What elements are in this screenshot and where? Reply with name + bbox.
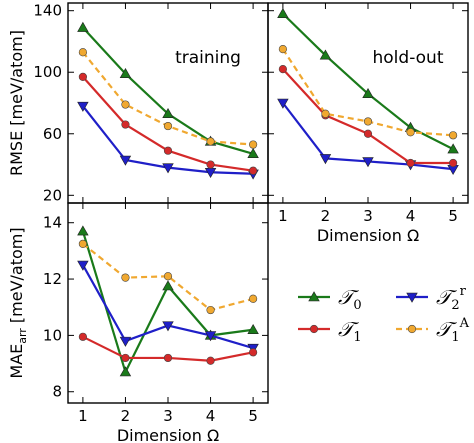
point-T1 [278,65,287,74]
point-T1A [206,305,215,315]
point-T0 [362,87,374,98]
point-T2r [319,154,332,165]
legend-item-T2r: 𝒯2r [396,284,467,313]
point-T1A [206,137,215,146]
y-tick-label: 140 [33,2,62,20]
point-T1A [78,48,87,57]
point-T1A [249,294,258,303]
y-tick-label: 100 [33,63,62,81]
legend-label: 𝒯2r [436,284,467,313]
legend-label: 𝒯1A [436,316,470,345]
point-T2r [162,321,174,332]
x-tick-label: 4 [406,207,416,225]
legend-marker [406,292,418,303]
legend-marker [309,324,319,334]
point-T2r [362,157,374,168]
point-T2r [119,336,132,347]
point-T1 [406,158,415,168]
point-T1 [121,353,130,363]
point-T1A [278,45,287,54]
legend-label: 𝒯0 [338,285,362,313]
x-tick-label: 5 [448,207,458,225]
point-T1 [78,72,87,81]
point-T2r [77,260,89,271]
point-T2r [77,101,89,112]
y-tick-label: 20 [43,186,62,204]
point-T1 [249,348,258,357]
plot-frame [267,2,469,204]
y-axis-label: MAEarr [meV/atom] [7,227,29,378]
legend-marker [407,324,417,334]
point-T2r [119,155,132,166]
x-tick-label: 3 [163,407,173,425]
x-tick-label: 4 [206,407,216,425]
point-T1A [406,128,415,137]
legend-label: 𝒯1 [338,317,362,345]
legend: 𝒯0 𝒯2r 𝒯1 𝒯1A [298,284,470,345]
x-tick-label: 3 [363,207,373,225]
point-T1 [249,166,258,175]
point-T0 [319,49,332,60]
x-tick-label: 1 [78,407,88,425]
point-T0 [77,21,89,32]
point-T0 [447,143,459,154]
point-T1A [249,140,258,149]
x-axis-label: Dimension Ω [117,426,219,443]
plot-frame [67,202,269,404]
point-T1A [363,117,373,126]
x-tick-label: 2 [121,407,131,425]
series-line-T1 [282,68,454,165]
series-line-T0 [81,230,254,375]
point-T0 [119,366,132,377]
y-tick-label: 8 [52,383,62,401]
x-tick-label: 5 [248,407,258,425]
point-T1 [163,146,173,155]
point-T0 [162,280,174,291]
point-T2r [204,331,217,342]
point-T1A [321,109,330,118]
panel-annotation: hold-out [373,48,444,68]
point-T1 [78,332,87,341]
point-T1 [121,120,130,129]
point-T1A [121,273,130,282]
x-tick-label: 2 [321,207,331,225]
legend-item-T0: 𝒯0 [298,285,362,313]
point-T0 [119,67,132,78]
point-T0 [247,323,259,334]
point-T0 [77,225,89,236]
point-T1 [206,356,215,365]
panel-annotation: training [175,48,241,68]
y-tick-label: 60 [43,125,62,143]
series-line-T0 [282,12,454,151]
point-T2r [277,98,289,109]
y-tick-label: 14 [43,214,62,232]
point-T0 [162,107,174,118]
panel-top-right: 1 2 3 4 5 hold-out Dimension Ω [267,2,469,245]
series-line-T0 [82,26,254,155]
point-T1A [163,121,173,131]
x-axis-label: Dimension Ω [317,226,419,245]
point-T1A [163,272,173,281]
legend-marker [308,291,320,302]
point-T0 [277,7,289,18]
point-T1 [206,160,215,169]
point-T1 [449,158,458,168]
point-T1 [163,353,173,363]
point-T1A [449,131,458,140]
y-tick-label: 10 [43,326,62,344]
panel-top-left: 20 60 100 140 training RMSE [meV/atom] [7,2,269,204]
point-T2r [162,163,174,174]
point-T1A [78,239,87,248]
point-T1 [363,129,373,138]
legend-item-T1: 𝒯1 [298,317,362,345]
legend-item-T1A: 𝒯1A [396,316,470,345]
y-axis-label: RMSE [meV/atom] [7,30,26,176]
point-T0 [247,147,259,158]
series-line-T1A [82,242,254,312]
x-tick-label: 1 [278,207,288,225]
point-T1A [121,100,130,109]
y-tick-label: 12 [43,270,62,288]
